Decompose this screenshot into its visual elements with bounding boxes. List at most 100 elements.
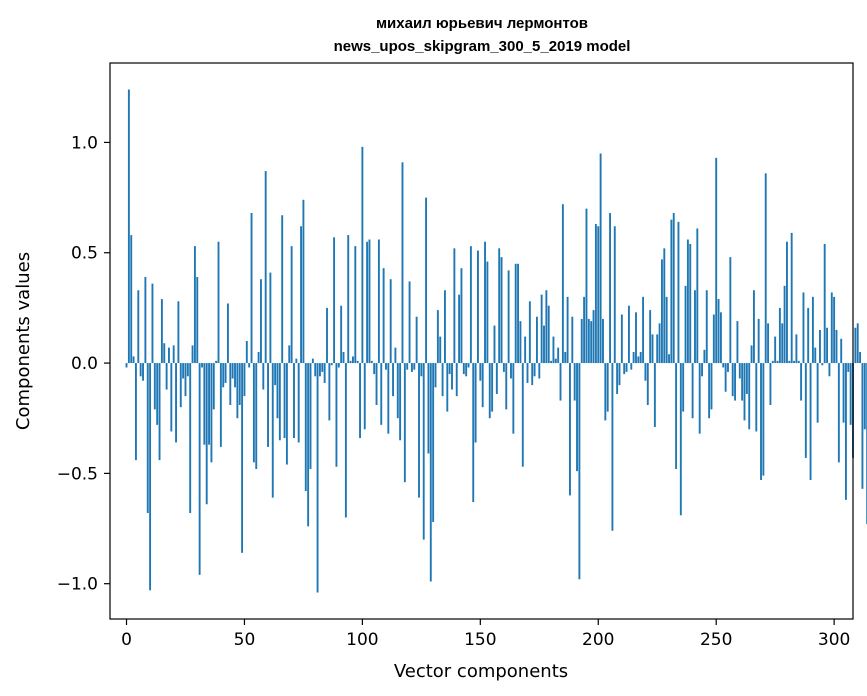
bar-276 <box>776 360 779 364</box>
y-tick-label-3: 0.5 <box>71 244 98 264</box>
bar-110 <box>385 363 387 370</box>
bar-192 <box>578 363 581 580</box>
bar-17 <box>165 363 168 390</box>
bar-165 <box>514 263 517 364</box>
bar-11 <box>151 283 154 364</box>
bar-203 <box>604 363 607 421</box>
bar-254 <box>724 363 727 392</box>
plot-frame <box>109 62 854 620</box>
bar-53 <box>250 213 253 364</box>
bar-163 <box>510 363 512 379</box>
bar-286 <box>800 363 803 401</box>
bar-84 <box>323 363 326 383</box>
bar-71 <box>293 363 295 439</box>
bar-44 <box>229 363 232 405</box>
bar-287 <box>802 292 805 364</box>
bar-242 <box>696 228 699 364</box>
bar-118 <box>403 363 406 483</box>
bar-306 <box>847 363 850 372</box>
bar-160 <box>502 363 505 372</box>
bar-310 <box>856 323 859 364</box>
bar-290 <box>809 363 812 480</box>
bar-34 <box>205 363 208 505</box>
bar-158 <box>498 248 501 364</box>
bar-149 <box>477 250 479 364</box>
bar-51 <box>245 341 248 364</box>
y-axis-label: Components values <box>13 252 34 430</box>
bar-161 <box>505 363 508 410</box>
bar-176 <box>540 294 543 364</box>
x-tick-label-300: 300 <box>818 630 850 650</box>
chart-title: михаил юрьевич лермонтов <box>376 15 588 32</box>
bar-313 <box>863 363 866 430</box>
bar-248 <box>710 363 713 410</box>
bar-120 <box>408 281 411 364</box>
bar-209 <box>618 363 621 386</box>
bar-239 <box>689 243 692 364</box>
bar-36 <box>210 363 213 463</box>
bar-85 <box>326 307 328 364</box>
bar-129 <box>429 363 432 582</box>
bar-273 <box>769 363 772 405</box>
bar-82 <box>318 363 321 377</box>
x-axis-ticks: 0 50 100 150 200 250 300 <box>121 619 850 650</box>
bar-86 <box>328 363 331 421</box>
bar-159 <box>500 257 503 364</box>
bar-184 <box>559 363 562 401</box>
bar-108 <box>380 363 383 425</box>
bar-78 <box>309 363 312 469</box>
bar-205 <box>609 213 611 364</box>
bar-304 <box>842 363 845 423</box>
bar-224 <box>653 363 656 428</box>
bar-301 <box>835 329 838 364</box>
bar-190 <box>573 363 576 401</box>
bar-21 <box>175 363 177 443</box>
bar-2 <box>130 235 133 364</box>
bar-87 <box>330 363 333 366</box>
bar-182 <box>554 358 557 364</box>
bar-19 <box>170 363 173 432</box>
bar-23 <box>179 363 182 408</box>
bar-130 <box>432 363 435 522</box>
y-tick-label-1: −0.5 <box>57 464 98 484</box>
bar-56 <box>257 352 260 364</box>
bar-312 <box>861 363 864 489</box>
bar-29 <box>193 246 196 364</box>
bar-92 <box>342 352 345 364</box>
bar-237 <box>684 285 687 364</box>
bar-33 <box>203 363 206 445</box>
bar-76 <box>304 363 307 492</box>
bar-208 <box>616 363 619 394</box>
bar-113 <box>392 363 394 397</box>
bar-52 <box>248 363 251 368</box>
bar-199 <box>594 224 597 364</box>
bar-281 <box>788 360 791 364</box>
bar-12 <box>153 363 156 410</box>
bar-4 <box>135 363 137 461</box>
bar-32 <box>201 363 203 368</box>
bar-193 <box>580 318 583 364</box>
bar-41 <box>222 363 225 388</box>
bar-148 <box>474 363 477 443</box>
bar-75 <box>302 199 305 364</box>
bar-146 <box>469 246 472 364</box>
bar-121 <box>410 363 413 372</box>
bar-181 <box>552 336 555 364</box>
bar-60 <box>267 363 269 447</box>
bar-236 <box>682 363 685 412</box>
bar-109 <box>382 268 385 364</box>
bar-262 <box>743 363 746 421</box>
bar-9 <box>146 363 149 514</box>
bar-97 <box>354 246 357 364</box>
bar-271 <box>764 173 767 364</box>
bar-62 <box>271 363 274 498</box>
bar-194 <box>583 296 586 364</box>
bar-233 <box>675 363 678 469</box>
bar-127 <box>425 197 428 364</box>
bar-30 <box>196 277 199 364</box>
bar-229 <box>665 296 668 364</box>
bar-131 <box>434 363 437 388</box>
x-tick-label-250: 250 <box>700 630 732 650</box>
bar-214 <box>630 363 633 370</box>
bar-122 <box>413 363 416 370</box>
